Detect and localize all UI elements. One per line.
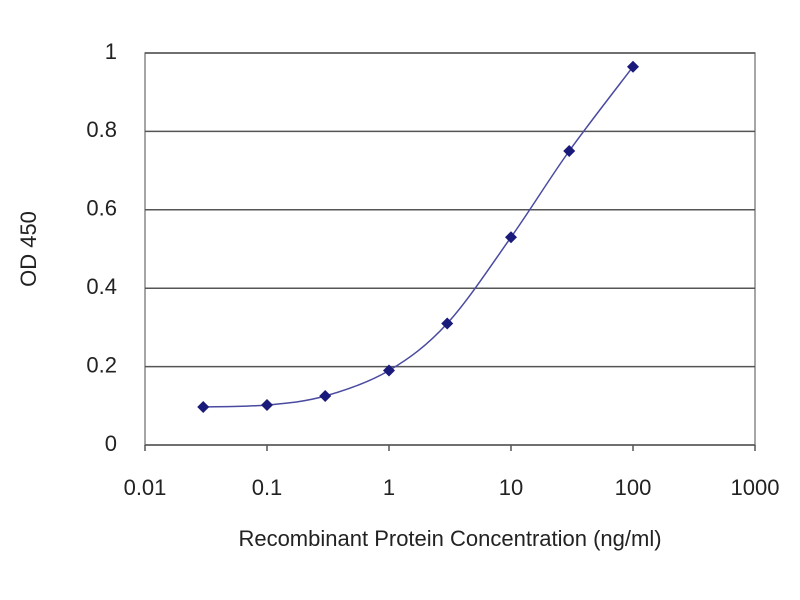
point	[319, 390, 332, 402]
x-tick-label: 10	[499, 475, 523, 500]
y-tick-label: 0.4	[86, 274, 117, 299]
y-tick-label: 1	[105, 39, 117, 64]
point	[563, 145, 576, 157]
y-axis-label: OD 450	[16, 211, 41, 287]
x-tick-label: 100	[615, 475, 652, 500]
y-tick-label: 0	[105, 431, 117, 456]
x-axis-label: Recombinant Protein Concentration (ng/ml…	[238, 526, 661, 551]
x-tick-label: 1	[383, 475, 395, 500]
point	[441, 317, 454, 330]
point	[197, 400, 210, 413]
y-tick-label: 0.8	[86, 117, 117, 142]
point	[261, 399, 273, 412]
x-tick-label: 0.01	[124, 475, 167, 500]
point	[383, 364, 395, 377]
point	[505, 231, 517, 244]
y-tick-label: 0.2	[86, 352, 117, 377]
x-tick-label: 1000	[731, 475, 780, 500]
plot-frame	[144, 52, 756, 446]
y-tick-label: 0.6	[86, 196, 117, 221]
x-tick-label: 0.1	[252, 475, 283, 500]
fit-line	[203, 66, 634, 408]
point	[627, 60, 639, 73]
